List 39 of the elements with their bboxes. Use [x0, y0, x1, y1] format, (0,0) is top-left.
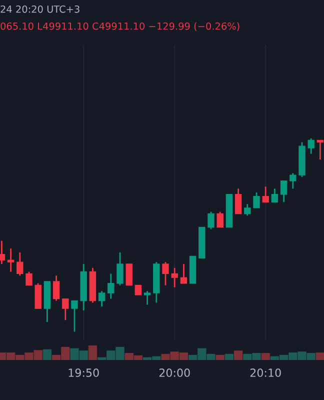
x-tick-label: 20:10: [250, 368, 281, 377]
bar: [42, 349, 52, 360]
candlestick: [126, 264, 132, 286]
candlestick: [162, 261, 169, 286]
candlestick: [71, 300, 78, 332]
candlestick: [262, 186, 269, 203]
bar: [234, 350, 243, 360]
candlestick: [34, 282, 42, 310]
candlestick: [271, 188, 278, 203]
candlestick: [208, 211, 214, 230]
candlestick: [234, 188, 242, 214]
bar: [261, 353, 270, 360]
candlestick: [308, 138, 314, 154]
candlestick: [244, 203, 251, 216]
candlestick: [316, 140, 324, 160]
bar: [216, 354, 224, 360]
candlestick: [108, 272, 114, 300]
candlestick: [98, 290, 106, 308]
candlestick: [26, 271, 32, 286]
x-tick-label: 19:50: [68, 368, 99, 377]
candlestick: [134, 284, 142, 296]
candlestick: [253, 192, 260, 209]
candlestick: [116, 252, 124, 286]
candlestick: [144, 290, 151, 306]
candlestick: [216, 211, 224, 228]
candlestick: [171, 267, 178, 288]
candlestick: [290, 172, 296, 190]
candlestick: [180, 263, 188, 284]
candlestick: [52, 274, 60, 302]
candlestick: [62, 298, 69, 321]
text: 24 20:20 UTC+3: [0, 5, 80, 13]
bar: [88, 345, 98, 360]
candlestick: [280, 180, 288, 203]
bar: [316, 352, 324, 360]
candlestick: [7, 248, 14, 272]
bar: [224, 354, 234, 360]
text: 065.10 L49911.10 C49911.10 −129.99 (−0.26%): [0, 22, 240, 31]
x-tick-label: 20:00: [159, 368, 190, 377]
candlestick: [16, 252, 24, 276]
